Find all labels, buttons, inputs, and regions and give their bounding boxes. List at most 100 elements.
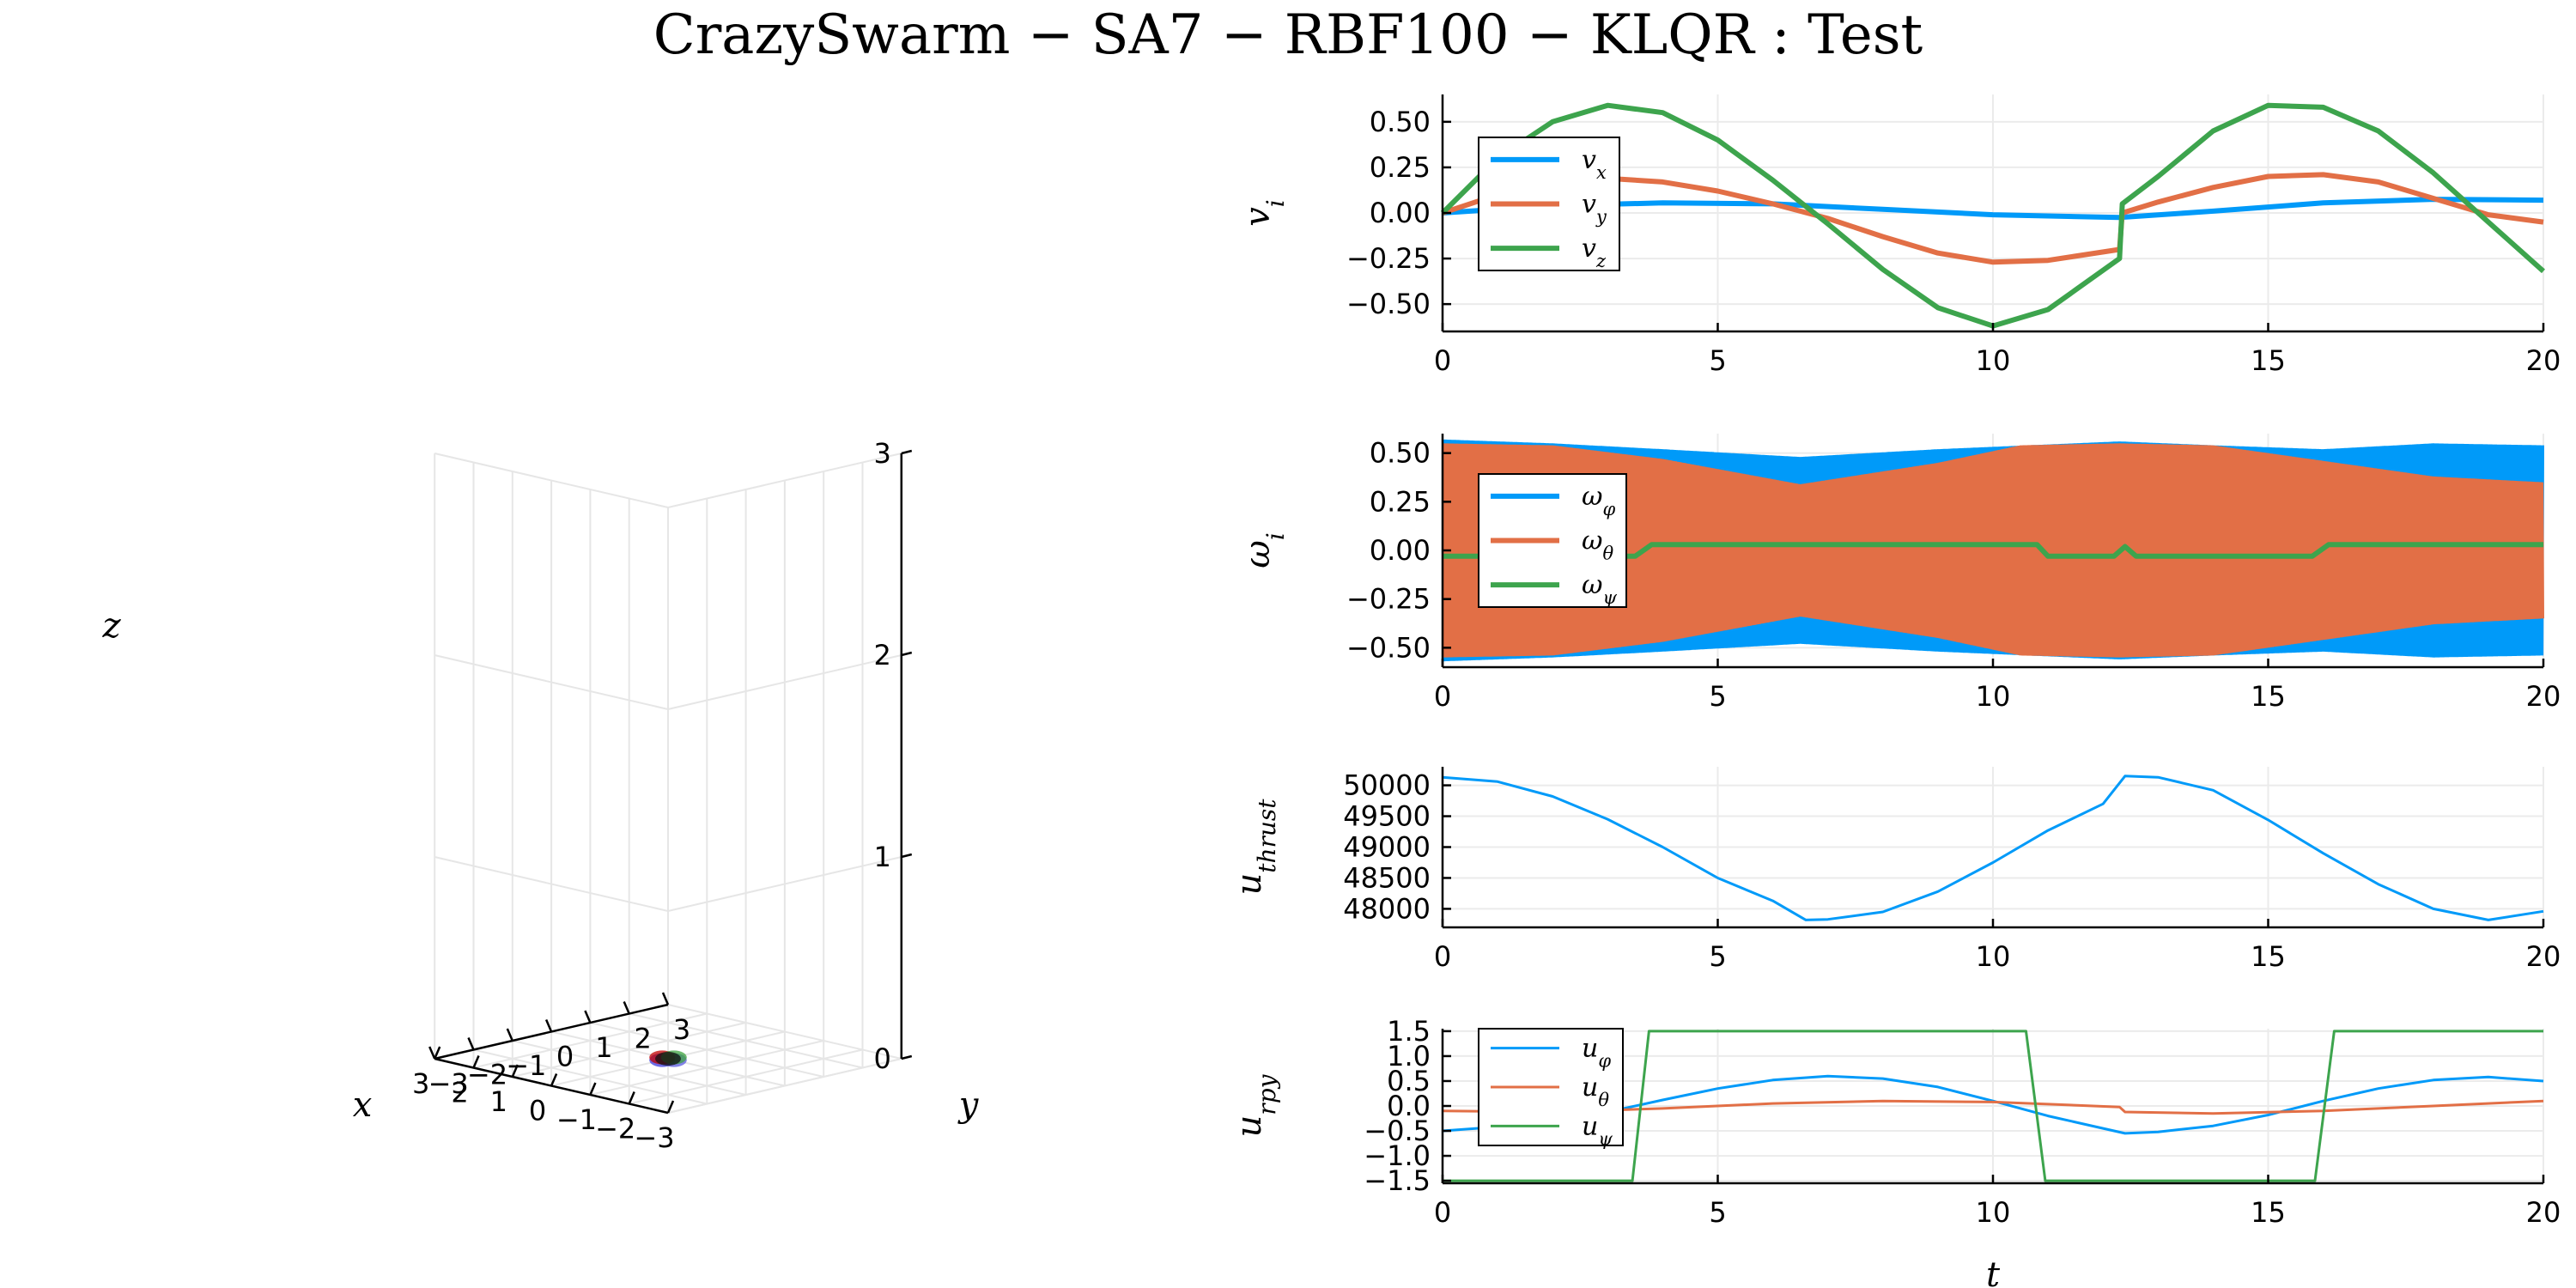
y-tick-label: −1 xyxy=(506,1049,546,1082)
y-tick-label: 0 xyxy=(556,1041,574,1073)
x-tick-label: 0 xyxy=(529,1095,546,1127)
x-tick-label: 0 xyxy=(1434,680,1451,713)
grid-line xyxy=(667,1058,902,1114)
legend-label: ωθ xyxy=(1582,526,1613,564)
z-axis-label: z xyxy=(101,606,121,646)
control-rpy-panel: 0 5 10 15 20 1.51.00.50.0−0.5−1.0−1.5 urpy uφuθ… xyxy=(1230,1015,2561,1288)
x-tick-label: 3 xyxy=(412,1067,429,1100)
x-tick xyxy=(666,1100,675,1114)
grid-line xyxy=(667,856,902,912)
x-tick-label: 0 xyxy=(1434,940,1451,973)
series-line xyxy=(1442,1074,2544,1135)
y-tick-label: −0.50 xyxy=(1346,288,1431,320)
x-tick-label: 0 xyxy=(1434,344,1451,377)
x-tick-label: 15 xyxy=(2251,940,2286,973)
y-tick xyxy=(506,1028,513,1042)
x-tick-label: −2 xyxy=(595,1113,635,1145)
x-tick xyxy=(472,1055,480,1068)
y-tick-label: 0.00 xyxy=(1370,534,1431,567)
y-tick-label: 0.25 xyxy=(1370,151,1431,184)
x-tick xyxy=(550,1073,558,1086)
z-tick xyxy=(901,449,913,455)
legend-label: vx xyxy=(1582,145,1607,183)
z-tick xyxy=(901,1054,913,1060)
legend-label: uψ xyxy=(1582,1111,1613,1149)
x-tick xyxy=(511,1064,519,1078)
z-tick xyxy=(901,651,913,657)
y-tick-label: −1.0 xyxy=(1364,1139,1431,1172)
grid-line xyxy=(629,1012,863,1069)
x-tick-label: 20 xyxy=(2526,344,2561,377)
grid-line xyxy=(667,654,902,710)
x-tick-label: 5 xyxy=(1709,1196,1726,1229)
y-tick-label: 49500 xyxy=(1343,800,1431,833)
y-tick xyxy=(428,1046,436,1060)
x-tick-label: 10 xyxy=(1976,1196,2011,1229)
grid-line xyxy=(434,453,669,508)
y-tick-label: 48000 xyxy=(1343,892,1431,925)
y-tick-label: −0.5 xyxy=(1364,1115,1431,1147)
y-tick-label: −0.25 xyxy=(1346,583,1431,616)
y-tick-label: 0.00 xyxy=(1370,197,1431,229)
legend-label: vz xyxy=(1582,234,1607,271)
z-tick-label: 1 xyxy=(873,841,890,873)
x-tick xyxy=(589,1082,597,1096)
x-tick-label: 15 xyxy=(2251,344,2286,377)
grid-line xyxy=(667,1004,902,1060)
y-tick-label: 0.50 xyxy=(1370,437,1431,470)
legend-label: ωψ xyxy=(1582,570,1617,608)
y-tick-label: −0.25 xyxy=(1346,242,1431,275)
legend-label: vy xyxy=(1582,190,1607,228)
series-line xyxy=(1443,542,2543,559)
angular-velocity-panel: 0 5 10 15 20 0.50 0.25 0.00 −0.25 −0.50 ωi ωφ ωθ ωψ xyxy=(1238,434,2561,713)
z-tick xyxy=(901,853,913,859)
grid-line xyxy=(434,654,669,710)
y-tick-label: 49000 xyxy=(1343,831,1431,864)
x-tick-label: 20 xyxy=(2526,1196,2561,1229)
y-tick-label: 1.5 xyxy=(1387,1015,1431,1048)
y-axis-label: y xyxy=(957,1085,980,1125)
y-tick xyxy=(544,1019,553,1032)
x-tick-label: 10 xyxy=(1976,680,2011,713)
x-tick-label: 10 xyxy=(1976,344,2011,377)
x-tick-label: 1 xyxy=(490,1085,507,1118)
series-line xyxy=(1440,102,2545,329)
y-tick xyxy=(623,1001,630,1014)
y-tick-label: −0.50 xyxy=(1346,631,1431,664)
y-axis-label: vi xyxy=(1238,199,1290,227)
x-axis-label: t xyxy=(1986,1255,2001,1288)
y-tick-label: 1 xyxy=(595,1031,612,1064)
legend-label: ωφ xyxy=(1582,482,1615,519)
x-tick-label: −1 xyxy=(556,1103,597,1136)
x-tick-label: 20 xyxy=(2526,680,2561,713)
y-tick-label: 48500 xyxy=(1343,861,1431,894)
x-tick-label: −3 xyxy=(634,1121,674,1154)
velocity-panel: 0 5 10 15 20 0.50 0.25 0.00 −0.25 −0.50 vi vx vy vz xyxy=(1238,94,2561,377)
y-tick-label: 2 xyxy=(635,1023,652,1055)
legend-label: uφ xyxy=(1582,1034,1611,1072)
y-tick-label: 0.5 xyxy=(1387,1065,1431,1097)
y-tick-label: −3 xyxy=(428,1067,469,1100)
x-tick-label: 20 xyxy=(2526,940,2561,973)
z-tick-label: 2 xyxy=(873,639,890,671)
series-line xyxy=(1443,1030,2543,1182)
x-tick-label: 5 xyxy=(1709,940,1726,973)
z-tick-label: 0 xyxy=(873,1042,890,1075)
x-axis-label: x xyxy=(353,1085,373,1125)
series-line xyxy=(1442,172,2544,265)
y-tick-label: 0.25 xyxy=(1370,485,1431,518)
x-tick-label: 10 xyxy=(1976,940,2011,973)
y-tick xyxy=(467,1037,475,1050)
x-tick-label: 5 xyxy=(1709,680,1726,713)
x-tick-label: 2 xyxy=(451,1077,468,1109)
series-line xyxy=(1442,775,2544,921)
series-line xyxy=(1442,1099,2544,1115)
drone-marker xyxy=(655,1052,681,1066)
z-tick-label: 3 xyxy=(873,437,890,470)
y-tick-label: 1.0 xyxy=(1387,1040,1431,1072)
legend-label: uθ xyxy=(1582,1072,1609,1110)
y-tick-label: 50000 xyxy=(1343,769,1431,802)
